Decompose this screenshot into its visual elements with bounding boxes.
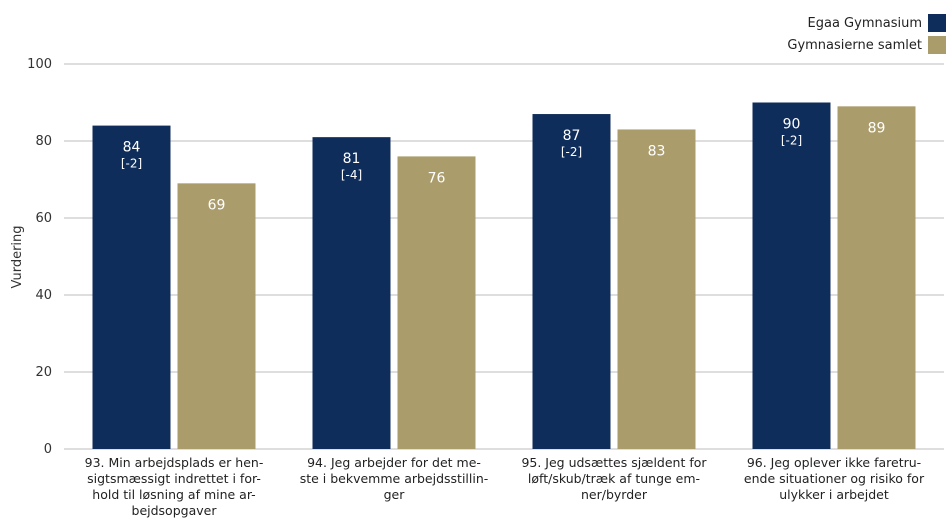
bar-delta-label: [-2]: [121, 157, 142, 171]
y-tick-label: 20: [35, 365, 52, 380]
x-category-label: 95. Jeg udsættes sjældent for løft/skub/t…: [521, 455, 707, 502]
bar-value-label: 84: [123, 140, 141, 156]
legend-label: Egaa Gymnasium: [807, 15, 922, 31]
x-axis-labels: 93. Min arbejdsplads er hen-sigtsmæssigt…: [85, 455, 925, 518]
bar-delta-label: [-4]: [341, 168, 362, 182]
bar: [177, 183, 256, 449]
bar-value-label: 76: [428, 170, 446, 186]
legend-swatch: [928, 36, 946, 54]
bar-value-label: 90: [783, 117, 801, 133]
x-category-label: 94. Jeg arbejder for det me-ste i bekvem…: [300, 455, 489, 502]
legend: Egaa Gymnasium Gymnasierne samlet: [787, 12, 946, 56]
y-tick-label: 80: [35, 134, 52, 149]
bar: [92, 125, 171, 449]
bar: [397, 156, 476, 449]
legend-label: Gymnasierne samlet: [787, 37, 922, 53]
y-tick-label: 100: [27, 57, 52, 72]
bar-value-label: 87: [563, 128, 581, 144]
bar-value-label: 69: [208, 197, 226, 213]
bar: [532, 114, 611, 450]
legend-item-samlet: Gymnasierne samlet: [787, 34, 946, 56]
bar-delta-label: [-2]: [781, 134, 802, 148]
y-axis-ticks: 0 20 40 60 80 100: [27, 57, 52, 457]
y-tick-label: 60: [35, 211, 52, 226]
bar-value-label: 81: [343, 151, 361, 167]
legend-item-egaa: Egaa Gymnasium: [787, 12, 946, 34]
bar-value-label: 89: [868, 120, 886, 136]
bar-delta-label: [-2]: [561, 145, 582, 159]
y-axis-label: Vurdering: [10, 225, 25, 288]
y-tick-label: 40: [35, 288, 52, 303]
bar: [837, 106, 916, 449]
bar-value-label: 83: [648, 143, 666, 159]
legend-swatch: [928, 14, 946, 32]
y-tick-label: 0: [44, 442, 52, 457]
bar: [312, 137, 391, 449]
bar: [617, 129, 696, 449]
x-category-label: 96. Jeg oplever ikke faretru-ende situat…: [744, 455, 925, 502]
bar: [752, 102, 831, 449]
x-category-label: 93. Min arbejdsplads er hen-sigtsmæssigt…: [85, 455, 264, 518]
